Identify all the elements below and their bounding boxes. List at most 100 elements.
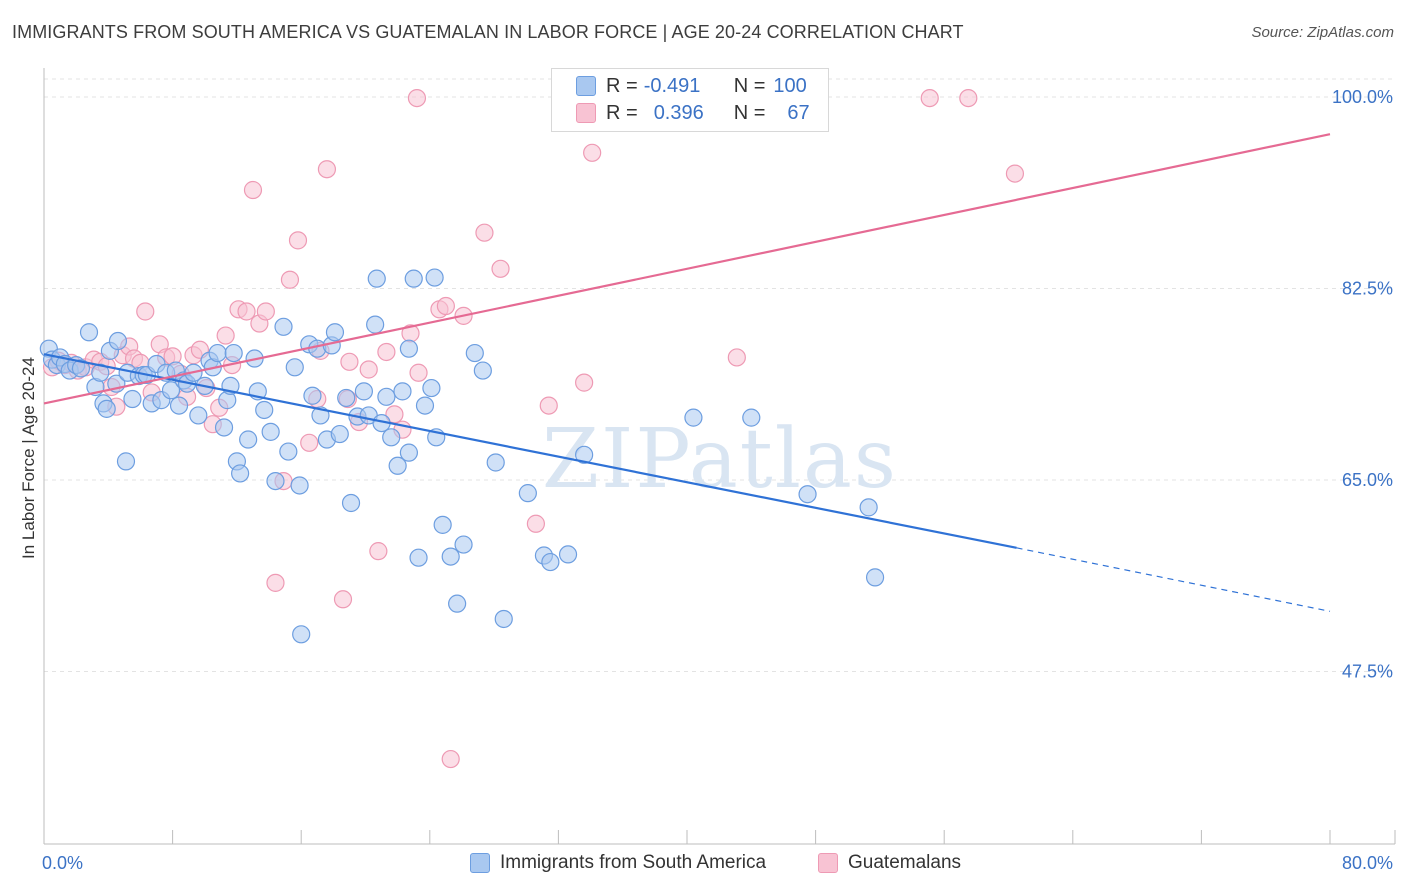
- data-point: [366, 315, 385, 334]
- data-point: [303, 386, 322, 405]
- chart-title: IMMIGRANTS FROM SOUTH AMERICA VS GUATEMA…: [12, 22, 964, 42]
- data-point: [742, 408, 761, 427]
- data-point: [290, 476, 309, 495]
- data-point: [727, 348, 746, 367]
- data-point: [292, 625, 311, 644]
- data-point: [354, 382, 373, 401]
- legend-swatch-blue: [470, 853, 490, 873]
- trend-line-guatemalans: [43, 133, 1331, 405]
- source-credit: Source: ZipAtlas.com: [1251, 24, 1394, 41]
- data-point: [333, 590, 353, 609]
- data-point: [266, 471, 285, 491]
- data-point: [367, 269, 386, 288]
- data-point: [959, 88, 978, 108]
- legend-swatch-blue: [576, 76, 596, 96]
- legend-item-guatemalans: Guatemalans: [818, 852, 961, 874]
- data-point: [1005, 164, 1025, 183]
- data-point: [255, 400, 274, 420]
- data-point: [399, 443, 419, 462]
- y-tick-label: 47.5%: [1342, 662, 1393, 682]
- data-point: [116, 452, 136, 471]
- data-point: [684, 408, 703, 427]
- trend-line-south-america: [43, 353, 1017, 549]
- data-point: [539, 396, 558, 415]
- legend-r-value: -0.491: [643, 74, 701, 97]
- data-point: [169, 396, 189, 415]
- data-point: [108, 331, 128, 351]
- y-axis-label: In Labor Force | Age 20-24: [19, 357, 38, 559]
- data-point: [71, 359, 91, 378]
- correlation-legend: R = -0.491 N = 100 R = 0.396 N = 67: [551, 68, 829, 132]
- data-point: [422, 378, 441, 398]
- data-point: [377, 387, 396, 406]
- data-point: [274, 317, 293, 336]
- data-point: [330, 424, 349, 444]
- data-point: [256, 302, 275, 321]
- data-point: [243, 180, 263, 200]
- data-point: [214, 418, 234, 437]
- data-point: [465, 343, 484, 363]
- data-point: [237, 302, 256, 321]
- trend-lines: [43, 133, 1331, 612]
- y-tick-label: 65.0%: [1342, 470, 1393, 490]
- data-point: [404, 269, 423, 288]
- data-point: [266, 573, 285, 592]
- trend-line-extension: [1016, 547, 1331, 612]
- data-point: [409, 363, 428, 382]
- data-point: [280, 270, 300, 289]
- legend-label: Guatemalans: [848, 852, 962, 873]
- data-point: [575, 445, 594, 464]
- data-point: [224, 343, 243, 363]
- data-point: [518, 484, 537, 503]
- data-point: [441, 547, 460, 566]
- data-point: [279, 442, 298, 461]
- data-point: [285, 358, 304, 377]
- data-point: [541, 552, 560, 572]
- legend-swatch-pink: [576, 103, 596, 123]
- data-point: [97, 399, 116, 418]
- data-point: [433, 515, 452, 534]
- data-point: [136, 302, 155, 321]
- data-point: [288, 231, 308, 250]
- legend-n-value: 100: [773, 74, 807, 97]
- data-point: [239, 430, 258, 449]
- data-point: [377, 342, 396, 362]
- data-point: [337, 388, 356, 408]
- data-point: [79, 323, 99, 342]
- data-point: [231, 464, 250, 483]
- data-point: [161, 381, 181, 400]
- data-point: [415, 396, 435, 415]
- data-point: [409, 548, 428, 567]
- legend-r-label: R =: [606, 101, 638, 124]
- legend-row-pink: R = 0.396 N = 67: [552, 100, 810, 126]
- data-point: [399, 339, 419, 358]
- data-point: [491, 259, 510, 278]
- data-point: [208, 343, 227, 363]
- data-point: [441, 749, 460, 769]
- data-point: [454, 535, 473, 554]
- data-point: [486, 453, 505, 472]
- legend-n-label: N =: [733, 74, 766, 97]
- data-point: [388, 456, 407, 475]
- data-point: [494, 609, 513, 629]
- data-point: [920, 88, 939, 108]
- data-point: [436, 296, 455, 316]
- series-legend: Immigrants from South America Guatemalan…: [0, 852, 1406, 878]
- data-point: [583, 143, 602, 162]
- data-point: [317, 160, 337, 179]
- data-point: [359, 360, 378, 379]
- legend-label: Immigrants from South America: [500, 852, 767, 873]
- data-point: [473, 361, 492, 380]
- data-point: [216, 326, 235, 345]
- data-point: [369, 542, 388, 561]
- x-tick-labels: 0.0% 80.0%: [42, 853, 1393, 873]
- data-point: [425, 268, 444, 287]
- data-point: [798, 485, 817, 504]
- axes: [43, 68, 1396, 845]
- legend-swatch-pink: [818, 853, 838, 873]
- data-point: [859, 498, 878, 517]
- legend-r-label: R =: [606, 74, 638, 97]
- legend-n-label: N =: [733, 101, 766, 124]
- legend-row-blue: R = -0.491 N = 100: [552, 73, 807, 99]
